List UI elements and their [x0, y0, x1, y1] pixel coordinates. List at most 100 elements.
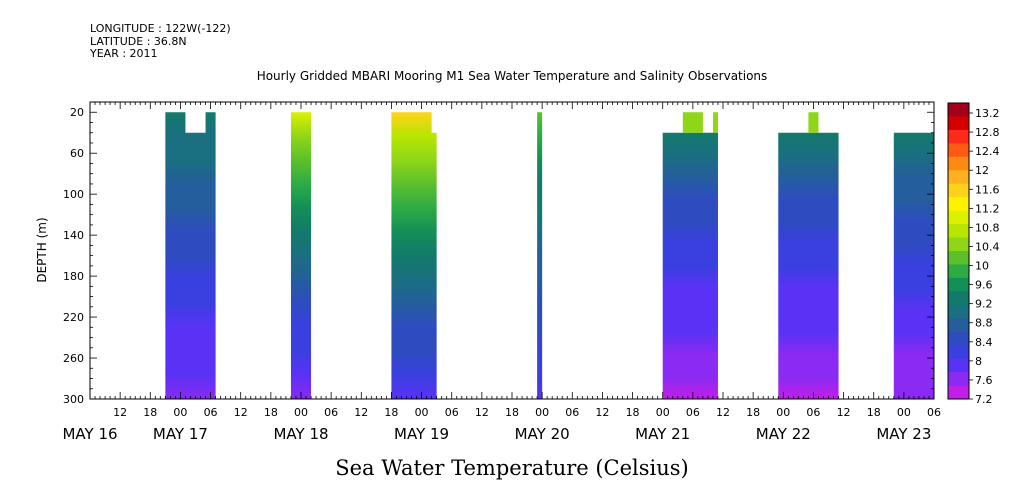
colorbar-label: 11.6 [975, 183, 1000, 196]
y-tick-label: 20 [70, 106, 84, 119]
colorbar-swatch [948, 358, 969, 373]
x-tick-label: 12 [354, 406, 368, 419]
colorbar-label: 8 [975, 355, 982, 368]
x-day-label: MAY 22 [756, 425, 811, 443]
colorbar-swatch [948, 183, 969, 198]
colorbar-swatch [948, 156, 969, 171]
x-tick-label: 12 [113, 406, 127, 419]
x-tick-label: 18 [264, 406, 278, 419]
colorbar-label: 13.2 [975, 107, 1000, 120]
x-tick-label: 06 [806, 406, 820, 419]
colorbar-swatch [948, 224, 969, 239]
y-tick-label: 180 [63, 270, 84, 283]
temperature-field [391, 112, 437, 399]
x-tick-label: 12 [837, 406, 851, 419]
colorbar-swatch [948, 129, 969, 144]
x-tick-label: 00 [415, 406, 429, 419]
colorbar-swatch [948, 264, 969, 279]
surface-bump [682, 112, 703, 133]
data-block [290, 112, 312, 399]
colorbar-label: 12.4 [975, 145, 1000, 158]
y-tick-label: 220 [63, 311, 84, 324]
colorbar-label: 7.6 [975, 374, 993, 387]
temperature-field [290, 112, 312, 399]
x-tick-label: 06 [324, 406, 338, 419]
colorbar-swatch [948, 345, 969, 360]
colorbar-label: 11.2 [975, 202, 1000, 215]
x-tick-label: 12 [234, 406, 248, 419]
colorbar-swatch [948, 318, 969, 333]
x-tick-label: 06 [565, 406, 579, 419]
data-block [165, 112, 216, 399]
x-day-label: MAY 23 [876, 425, 931, 443]
x-tick-label: 00 [173, 406, 187, 419]
year-label: YEAR : 2011 [90, 47, 158, 60]
colorbar-swatch [948, 304, 969, 319]
x-tick-label: 12 [716, 406, 730, 419]
colorbar-swatch [948, 372, 969, 387]
data-block [391, 112, 437, 399]
data-block [537, 112, 543, 399]
x-tick-label: 12 [475, 406, 489, 419]
units-label: Sea Water Temperature (Celsius) [335, 456, 689, 480]
x-tick-label: 06 [927, 406, 941, 419]
colorbar-swatch [948, 291, 969, 306]
colorbar-swatch [948, 197, 969, 212]
temperature-field [778, 132, 839, 400]
data-blocks [165, 112, 934, 400]
colorbar-swatch [948, 210, 969, 225]
colorbar-label: 10.4 [975, 240, 1000, 253]
x-tick-label: 00 [776, 406, 790, 419]
x-tick-label: 00 [897, 406, 911, 419]
colorbar-label: 10 [975, 260, 989, 273]
longitude-label: LONGITUDE : 122W(-122) [90, 22, 231, 35]
temperature-field [165, 112, 216, 399]
x-day-label: MAY 16 [62, 425, 117, 443]
x-tick-label: 18 [505, 406, 519, 419]
colorbar-label: 10.8 [975, 221, 1000, 234]
chart-title: Hourly Gridded MBARI Mooring M1 Sea Wate… [257, 69, 768, 83]
latitude-label: LATITUDE : 36.8N [90, 34, 187, 48]
y-axis-label: DEPTH (m) [35, 217, 49, 282]
y-tick-label: 60 [70, 147, 84, 160]
x-day-label: MAY 19 [394, 425, 449, 443]
x-day-label: MAY 20 [515, 425, 570, 443]
temperature-field [537, 112, 543, 399]
x-tick-label: 00 [294, 406, 308, 419]
x-day-label: MAY 21 [635, 425, 690, 443]
x-day-label: MAY 17 [153, 425, 208, 443]
x-day-label: MAY 18 [273, 425, 328, 443]
y-tick-label: 300 [63, 393, 84, 406]
colorbar-swatch [948, 385, 969, 400]
colorbar-label: 8.8 [975, 317, 993, 330]
data-block [893, 132, 934, 400]
colorbar-swatch [948, 170, 969, 185]
colorbar-swatch [948, 116, 969, 131]
data-block [778, 112, 839, 400]
y-tick-label: 100 [63, 188, 84, 201]
x-tick-label: 06 [204, 406, 218, 419]
x-tick-label: 18 [626, 406, 640, 419]
surface-bump [712, 112, 718, 133]
x-tick-label: 18 [867, 406, 881, 419]
colorbar-label: 12.8 [975, 126, 1000, 139]
temperature-field [662, 132, 718, 400]
colorbar-swatch [948, 237, 969, 252]
colorbar-frame [947, 102, 970, 400]
data-block [662, 112, 718, 400]
x-tick-label: 18 [384, 406, 398, 419]
colorbar-label: 12 [975, 164, 989, 177]
colorbar-swatch [948, 251, 969, 265]
colorbar-swatch [948, 143, 969, 158]
colorbar-swatch [948, 277, 969, 292]
x-tick-label: 00 [535, 406, 549, 419]
x-tick-label: 00 [656, 406, 670, 419]
x-tick-label: 18 [746, 406, 760, 419]
x-tick-label: 06 [445, 406, 459, 419]
y-tick-label: 140 [63, 229, 84, 242]
x-tick-label: 06 [686, 406, 700, 419]
x-tick-label: 18 [143, 406, 157, 419]
colorbar-label: 7.2 [975, 393, 993, 406]
metadata-block: LONGITUDE : 122W(-122) LATITUDE : 36.8N … [90, 22, 231, 61]
colorbar-label: 8.4 [975, 336, 993, 349]
